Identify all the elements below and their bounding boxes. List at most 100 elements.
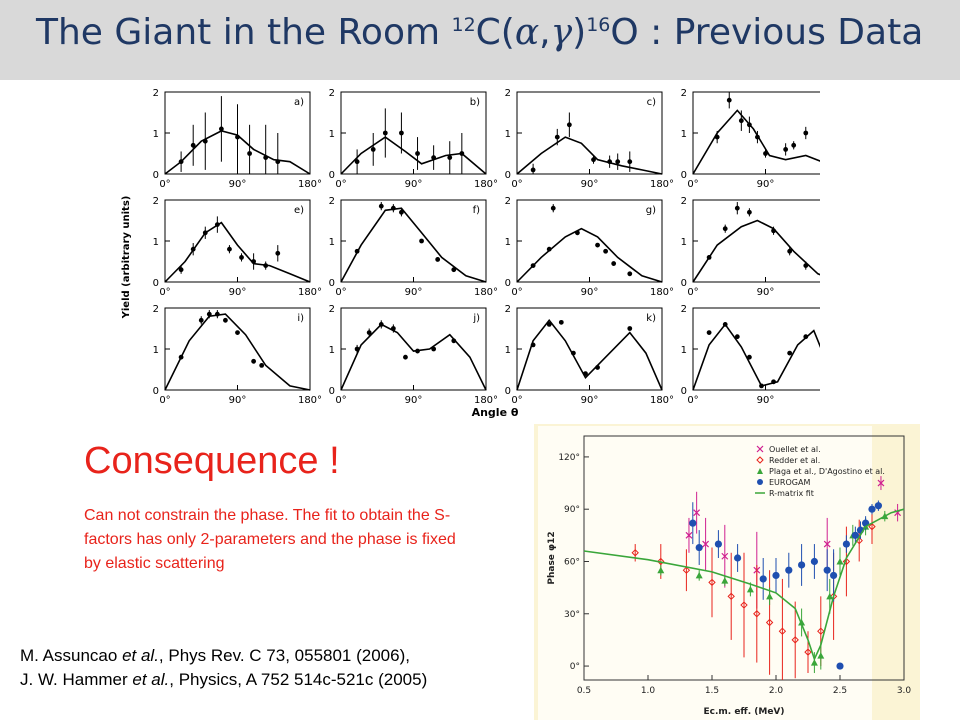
y-tick-label: 1 [329, 129, 335, 140]
panel-a: 0 1 2 0° 90° 180° a) [153, 88, 322, 190]
data-point [682, 566, 691, 574]
consequence-body: Can not constrain the phase. The fit to … [84, 507, 456, 572]
data-point [766, 592, 774, 600]
data-point [366, 330, 372, 335]
legend-swatch [757, 468, 763, 474]
x-tick-label: 0° [159, 395, 170, 406]
data-point [721, 552, 729, 560]
data-point [627, 271, 633, 277]
phase-chart: 0.5 1.0 1.5 2.0 2.5 3.0 0° 30° 60° 90° 120° Phase φ… [534, 424, 920, 720]
data-point [566, 122, 572, 128]
data-point [830, 571, 838, 580]
x-tick-label: 180° [474, 179, 498, 190]
x-tick-label: 0° [159, 287, 170, 298]
data-point [611, 261, 617, 266]
data-point [826, 592, 834, 600]
title-suffix: O : Previous Data [610, 12, 924, 53]
panel-frame [340, 199, 487, 283]
data-point [631, 549, 639, 557]
reference-1: M. Assuncao et al., Phys Rev. C 73, 0558… [20, 644, 427, 668]
fit-curve [692, 109, 839, 175]
data-point [851, 531, 859, 539]
y-tick-label: 2 [505, 196, 511, 207]
data-point [778, 627, 787, 635]
x-tick-label: 180° [650, 287, 674, 298]
data-point [550, 205, 556, 211]
data-point [722, 226, 728, 232]
data-point [787, 248, 793, 254]
y-tick-label: 90° [564, 505, 580, 515]
x-tick-label: 0° [335, 287, 346, 298]
data-point [206, 311, 212, 317]
title-prefix: The Giant in the Room [36, 12, 452, 53]
y-tick-label: 2 [329, 88, 335, 99]
phase-figure: 0.5 1.0 1.5 2.0 2.5 3.0 0° 30° 60° 90° 120° Phase φ… [534, 424, 920, 720]
y-tick-label: 30° [564, 610, 580, 620]
data-point [218, 126, 224, 132]
y-tick-label: 1 [153, 345, 159, 356]
data-point [721, 577, 729, 584]
consequence-heading: Consequence ! [84, 440, 340, 482]
y-tick-label: 0 [153, 170, 159, 181]
data-point [202, 230, 208, 236]
data-point [227, 246, 232, 252]
data-point [734, 334, 740, 340]
data-point [399, 209, 404, 215]
data-point [702, 540, 710, 548]
angular-distribution-figure: 0 1 2 0° 90° 180° a) 0 1 2 0° 90° 180° b) 0 1 2 0° 90° 180°… [115, 82, 850, 422]
y-tick-label: 0 [681, 278, 687, 289]
x-tick-label: 90° [405, 395, 423, 406]
data-point [842, 540, 850, 548]
y-tick-label: 2 [153, 196, 159, 207]
x-tick-label: 1.0 [641, 686, 656, 696]
y-tick-label: 0 [329, 278, 335, 289]
x-tick-label: 0° [335, 179, 346, 190]
data-point [403, 354, 408, 360]
data-point [214, 311, 220, 317]
y-tick-label: 0 [505, 170, 511, 181]
data-point [399, 130, 404, 136]
data-point [251, 358, 257, 364]
x-tick-label: 90° [229, 287, 247, 298]
panel-i: 0 1 2 0° 90° 180° i) [153, 304, 322, 406]
y-tick-label: 2 [153, 88, 159, 99]
data-point [591, 157, 596, 163]
panel-f: 0 1 2 0° 90° 180° f) [329, 196, 498, 298]
data-point [734, 205, 740, 211]
panel-frame [164, 307, 311, 391]
data-point [275, 159, 281, 165]
x-tick-label: 90° [405, 287, 423, 298]
x-tick-label: 90° [757, 179, 775, 190]
fit-curve [692, 323, 839, 391]
data-point [823, 540, 831, 548]
data-point [783, 147, 789, 152]
x-axis-label: Ec.m. eff. (MeV) [703, 707, 784, 717]
plot-frame [583, 435, 905, 681]
panel-frame [692, 199, 839, 283]
ref1-etal: et al. [122, 646, 159, 665]
data-point [836, 557, 844, 565]
data-point [451, 338, 457, 344]
data-point [202, 138, 208, 144]
x-tick-label: 0.5 [577, 686, 591, 696]
data-point [530, 342, 536, 348]
panel-e: 0 1 2 0° 90° 180° e) [153, 196, 322, 298]
data-point [530, 263, 536, 268]
data-point [727, 592, 735, 601]
data-point [235, 330, 240, 335]
data-point [378, 322, 384, 327]
y-tick-label: 2 [505, 304, 511, 315]
data-point [804, 648, 812, 656]
y-tick-label: 1 [329, 237, 335, 248]
y-tick-label: 1 [153, 237, 159, 248]
data-point [746, 585, 754, 593]
ref2-rest: , Physics, A 752 514c-521c (2005) [169, 670, 428, 689]
title-comma: , [539, 12, 551, 53]
data-point [223, 317, 228, 323]
data-point [726, 97, 732, 103]
data-point [370, 147, 376, 152]
data-point [785, 566, 793, 574]
data-point [447, 155, 453, 160]
x-tick-label: 90° [581, 287, 599, 298]
